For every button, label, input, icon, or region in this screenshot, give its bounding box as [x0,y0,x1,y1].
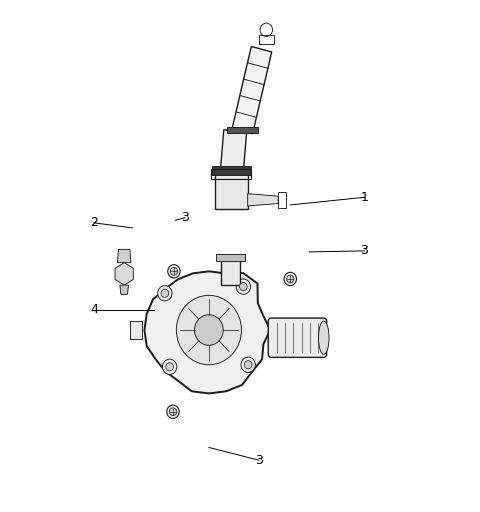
Circle shape [244,360,252,369]
Text: 3: 3 [181,211,189,224]
Circle shape [169,408,177,416]
Circle shape [176,295,241,365]
Polygon shape [232,47,272,134]
Polygon shape [130,321,142,339]
Circle shape [241,357,255,372]
Polygon shape [215,170,248,209]
Polygon shape [144,271,270,393]
Polygon shape [221,257,240,285]
Polygon shape [115,263,133,285]
Polygon shape [227,127,258,134]
Circle shape [157,286,172,301]
Polygon shape [220,130,247,178]
Text: 1: 1 [360,191,368,204]
Circle shape [168,265,180,278]
Circle shape [162,359,177,374]
Text: 2: 2 [90,216,98,229]
FancyBboxPatch shape [268,318,326,357]
Polygon shape [248,194,278,206]
Circle shape [240,283,247,291]
Circle shape [236,279,251,294]
Circle shape [284,272,297,286]
Circle shape [170,267,178,275]
Circle shape [166,362,173,371]
Text: 4: 4 [90,303,98,316]
Polygon shape [212,165,251,175]
Circle shape [287,275,294,283]
Circle shape [167,405,179,418]
Polygon shape [216,254,245,261]
Text: 3: 3 [360,244,368,258]
Polygon shape [120,285,129,294]
Circle shape [161,289,168,297]
Circle shape [194,315,223,346]
Ellipse shape [319,321,329,354]
Polygon shape [118,249,131,263]
Text: 3: 3 [255,454,263,467]
